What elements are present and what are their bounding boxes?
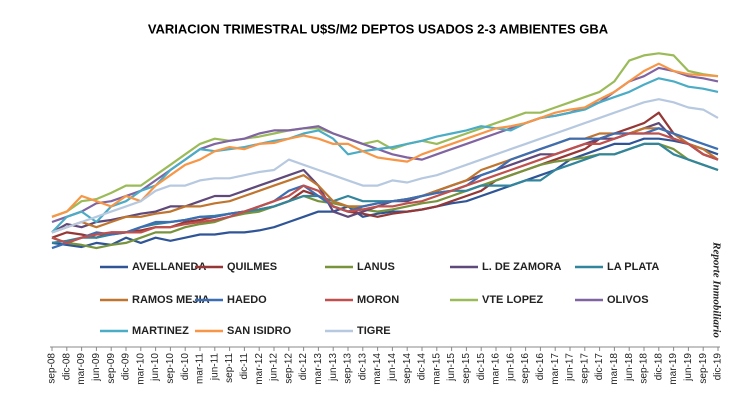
x-tick-label: sep-18: [639, 353, 650, 384]
legend-label: HAEDO: [227, 294, 267, 306]
x-tick-label: sep-08: [47, 353, 58, 384]
series-line: [51, 52, 719, 218]
series-line: [51, 62, 719, 218]
x-tick-label: sep-13: [343, 353, 354, 384]
legend-label: QUILMES: [227, 261, 277, 273]
x-tick-label: jun-13: [328, 353, 339, 382]
x-tick-label: sep-19: [698, 353, 709, 384]
x-tick-label: sep-15: [461, 353, 472, 384]
x-tick-label: mar-16: [491, 353, 502, 385]
x-tick-label: mar-14: [372, 353, 383, 385]
watermark: Reporte Inmobiliario: [710, 241, 722, 338]
x-tick-label: dic-17: [594, 353, 605, 381]
legend-label: MARTINEZ: [132, 325, 189, 337]
legend-label: L. DE ZAMORA: [482, 261, 561, 273]
series-line: [51, 137, 719, 249]
x-tick-label: dic-18: [653, 353, 664, 381]
x-tick-label: jun-10: [150, 353, 161, 382]
x-tick-label: jun-19: [683, 353, 694, 382]
x-tick-label: sep-11: [224, 353, 235, 383]
x-tick-label: mar-13: [313, 353, 324, 385]
x-tick-label: jun-11: [209, 353, 220, 381]
x-tick-label: mar-11: [195, 353, 206, 384]
series-line: [51, 98, 719, 234]
x-tick-label: mar-18: [609, 353, 620, 385]
legend-label: LANUS: [357, 261, 395, 273]
legend-label: TIGRE: [357, 325, 391, 337]
x-tick-label: sep-09: [106, 353, 117, 384]
x-tick-label: dic-10: [180, 353, 191, 381]
x-tick-label: jun-17: [565, 353, 576, 382]
x-tick-label: dic-11: [239, 353, 250, 380]
x-tick-label: mar-09: [76, 353, 87, 385]
x-tick-label: dic-08: [61, 353, 72, 381]
chart-title: VARIACION TRIMESTRAL U$S/M2 DEPTOS USADO…: [148, 21, 609, 36]
x-tick-label: dic-13: [357, 353, 368, 381]
legend-label: VTE LOPEZ: [482, 294, 543, 306]
series-line: [51, 77, 719, 234]
x-tick-label: sep-10: [165, 353, 176, 384]
x-tick-label: dic-15: [476, 353, 487, 381]
series-line: [51, 66, 719, 224]
x-tick-label: dic-19: [713, 353, 724, 381]
x-tick-label: dic-14: [417, 353, 428, 381]
x-tick-label: dic-09: [121, 353, 132, 381]
legend-label: SAN ISIDRO: [227, 325, 292, 337]
x-tick-label: jun-16: [505, 353, 516, 382]
x-tick-label: mar-12: [254, 353, 265, 385]
legend-label: MORON: [357, 294, 399, 306]
x-tick-label: mar-19: [668, 353, 679, 385]
x-tick-label: jun-14: [387, 353, 398, 382]
x-tick-label: mar-15: [431, 353, 442, 385]
x-tick-label: sep-16: [520, 353, 531, 384]
x-tick-label: sep-12: [283, 353, 294, 384]
legend-label: RAMOS MEJIA: [132, 294, 210, 306]
x-tick-label: mar-17: [550, 353, 561, 385]
legend-label: LA PLATA: [607, 261, 659, 273]
x-tick-label: sep-17: [579, 353, 590, 384]
x-tick-label: dic-16: [535, 353, 546, 381]
x-tick-label: mar-10: [135, 353, 146, 385]
series-line: [51, 127, 719, 250]
x-tick-label: dic-12: [298, 353, 309, 381]
x-tick-label: jun-12: [269, 353, 280, 382]
series-line: [51, 132, 719, 244]
series-line: [51, 121, 719, 234]
legend-label: AVELLANEDA: [132, 261, 206, 273]
x-tick-label: jun-15: [446, 353, 457, 382]
x-tick-label: sep-14: [402, 353, 413, 384]
x-tick-label: jun-09: [91, 353, 102, 382]
x-tick-label: jun-18: [624, 353, 635, 382]
legend-label: OLIVOS: [607, 294, 649, 306]
